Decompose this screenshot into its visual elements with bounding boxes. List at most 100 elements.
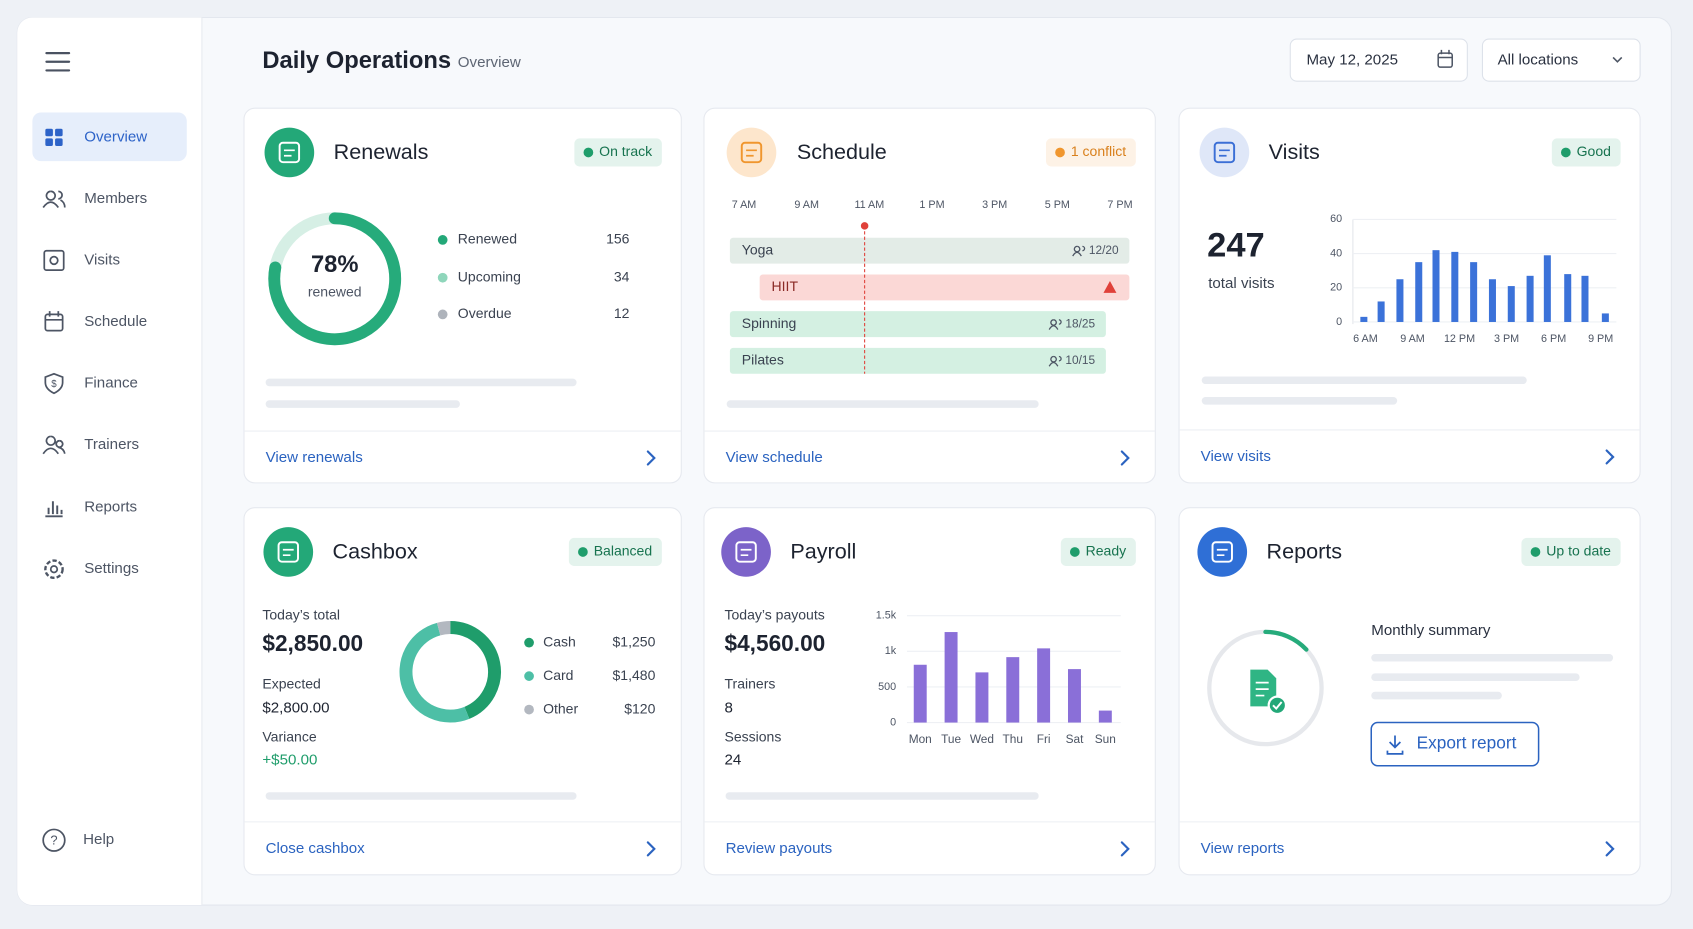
now-dot xyxy=(860,222,869,230)
card-icon-glyph xyxy=(740,141,763,164)
report-check-icon xyxy=(1272,701,1283,710)
status-dot xyxy=(1530,547,1541,557)
status-badge: Good xyxy=(1577,143,1611,159)
card-title: Renewals xyxy=(334,139,429,164)
session-name: HIIT xyxy=(772,278,799,294)
x-tick-label: Fri xyxy=(1037,732,1051,746)
payroll-trainers-label: Trainers xyxy=(724,675,775,691)
session-bar xyxy=(729,311,1106,338)
x-tick-label: 3 PM xyxy=(982,199,1007,211)
bar xyxy=(913,664,927,723)
y-tick-label: 60 xyxy=(1330,213,1342,225)
status-badge: Ready xyxy=(1086,543,1127,559)
card-icon xyxy=(1197,527,1248,577)
placeholder-line xyxy=(1371,691,1502,700)
card-icon-glyph xyxy=(283,149,295,157)
card-link[interactable]: View visits xyxy=(1201,448,1272,465)
help[interactable]: Help xyxy=(83,831,114,848)
capacity-icon xyxy=(1072,245,1086,257)
nav-item[interactable]: Members xyxy=(84,190,147,207)
status-badge-bg xyxy=(1551,138,1621,167)
card xyxy=(243,507,682,876)
x-tick-label: 6 PM xyxy=(1541,333,1566,345)
nav-item[interactable]: Schedule xyxy=(84,313,147,330)
nav-item[interactable]: Finance xyxy=(84,375,138,392)
nav-item[interactable]: Reports xyxy=(84,499,137,516)
ring-caption: renewed xyxy=(308,284,362,300)
export-button-label[interactable]: Export report xyxy=(1417,733,1517,753)
card-icon-glyph xyxy=(1213,141,1236,164)
nav-icon xyxy=(42,190,66,209)
legend-dot xyxy=(437,309,448,320)
bar xyxy=(1601,313,1609,322)
payroll-sessions: 24 xyxy=(724,751,741,768)
legend-dot xyxy=(524,637,534,648)
card-icon-glyph xyxy=(1219,149,1230,157)
nav-icon xyxy=(44,313,64,332)
bar xyxy=(1526,275,1534,322)
location-select[interactable] xyxy=(1481,38,1641,82)
y-tick-label: 1k xyxy=(885,645,897,657)
menu-icon[interactable] xyxy=(45,52,71,72)
nav-item[interactable]: Settings xyxy=(84,560,139,577)
export-button[interactable] xyxy=(1370,721,1540,767)
x-tick-label: Tue xyxy=(941,732,961,746)
bar xyxy=(1098,710,1112,723)
x-tick-label: 5 PM xyxy=(1045,199,1070,211)
placeholder-line xyxy=(1371,673,1580,681)
status-dot xyxy=(1055,147,1065,158)
placeholder-line xyxy=(1201,376,1527,385)
placeholder-line xyxy=(1371,653,1614,662)
nav-active xyxy=(32,112,187,162)
nav-icon xyxy=(45,138,53,146)
card-link[interactable]: Close cashbox xyxy=(266,840,366,857)
legend-value: 12 xyxy=(614,305,630,321)
nav-item[interactable]: Visits xyxy=(84,251,120,268)
calendar-icon xyxy=(1438,49,1453,59)
nav-icon xyxy=(44,559,64,580)
payroll-payouts: $4,560.00 xyxy=(724,630,825,656)
card-link[interactable]: View renewals xyxy=(266,449,364,466)
sidebar xyxy=(17,17,202,906)
card-link[interactable]: View reports xyxy=(1201,840,1285,857)
status-dot xyxy=(583,147,594,158)
capacity-icon xyxy=(1048,355,1062,367)
card-icon xyxy=(263,527,314,577)
date-picker[interactable] xyxy=(1289,38,1468,82)
status-badge: Balanced xyxy=(594,543,652,559)
card-icon-glyph xyxy=(1216,548,1228,557)
card-icon xyxy=(264,127,315,178)
help-icon: ? xyxy=(50,833,57,848)
nav-icon xyxy=(49,565,59,574)
legend-dot xyxy=(437,272,448,283)
nav-item[interactable]: Overview xyxy=(84,128,147,145)
date-value[interactable]: May 12, 2025 xyxy=(1306,52,1398,69)
card xyxy=(243,107,682,484)
nav-icon xyxy=(45,128,53,137)
legend-value: $120 xyxy=(624,700,655,716)
report-doc-icon xyxy=(1250,669,1277,707)
x-tick-label: 9 AM xyxy=(794,199,819,211)
x-tick-label: Mon xyxy=(909,732,932,746)
card-link[interactable]: View schedule xyxy=(726,449,823,466)
nav-item[interactable]: Trainers xyxy=(84,436,139,453)
card-link[interactable]: Review payouts xyxy=(726,840,833,857)
status-badge-bg xyxy=(1060,537,1136,566)
legend-dot xyxy=(524,704,534,715)
bar xyxy=(1067,669,1081,723)
chevron xyxy=(1605,449,1615,465)
placeholder-line xyxy=(265,792,577,800)
bar xyxy=(1507,286,1515,322)
placeholder-line xyxy=(726,400,1039,408)
x-tick-label: Sat xyxy=(1066,732,1085,746)
legend-label: Card xyxy=(543,667,573,683)
status-badge: On track xyxy=(599,143,653,159)
legend-label: Overdue xyxy=(458,305,512,321)
location-value[interactable]: All locations xyxy=(1498,52,1579,69)
page-subtitle: Overview xyxy=(458,54,521,71)
nav-icon xyxy=(45,501,63,518)
report-check-icon xyxy=(1267,695,1288,715)
donut-segment xyxy=(436,621,451,636)
conflict-icon xyxy=(1103,280,1117,293)
